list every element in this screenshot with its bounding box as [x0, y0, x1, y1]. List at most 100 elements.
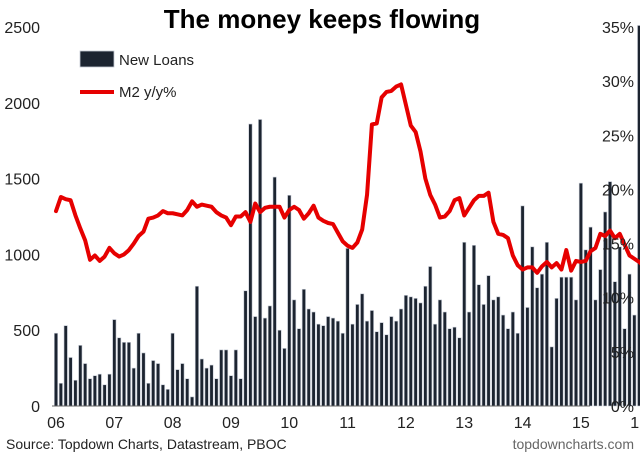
new-loans-bar	[501, 314, 506, 407]
new-loans-bar	[603, 211, 608, 407]
new-loans-bar	[321, 325, 326, 407]
x-axis-tick-label: 10	[280, 415, 298, 432]
new-loans-bar	[428, 266, 433, 407]
new-loans-bar	[88, 378, 93, 407]
new-loans-bar	[175, 369, 180, 407]
new-loans-bar	[384, 334, 389, 407]
x-axis-tick-label: 07	[105, 415, 123, 432]
new-loans-bar	[194, 285, 199, 407]
new-loans-bar	[209, 364, 214, 407]
new-loans-bar	[97, 373, 102, 407]
new-loans-bar	[170, 332, 175, 407]
new-loans-bar	[292, 299, 297, 407]
right-axis-tick-label: 20%	[602, 182, 634, 199]
x-axis-tick-label: 15	[572, 415, 590, 432]
new-loans-bar	[262, 317, 267, 407]
new-loans-bar	[122, 342, 127, 407]
new-loans-bar	[486, 275, 491, 407]
new-loans-bar	[78, 345, 83, 407]
left-axis-tick-label: 2500	[4, 20, 40, 37]
new-loans-bar	[481, 304, 486, 407]
new-loans-bar	[559, 276, 564, 407]
new-loans-bar	[277, 329, 282, 407]
new-loans-bar	[574, 299, 579, 407]
new-loans-bar	[248, 123, 253, 407]
new-loans-bar	[365, 320, 370, 407]
new-loans-bar	[433, 323, 438, 407]
new-loans-bar	[102, 384, 107, 407]
new-loans-bar	[632, 314, 637, 407]
left-axis: 0 500 1000 1500 2000 2500	[4, 20, 40, 416]
new-loans-bar	[92, 375, 97, 407]
new-loans-bar	[389, 316, 394, 407]
new-loans-bar	[399, 308, 404, 407]
new-loans-bar	[68, 357, 73, 407]
new-loans-bar	[554, 298, 559, 407]
new-loans-bar	[608, 181, 613, 407]
left-axis-tick-label: 1000	[4, 247, 40, 264]
new-loans-bar	[374, 331, 379, 407]
right-axis-tick-label: 0%	[611, 399, 634, 416]
x-axis-tick-label: 09	[222, 415, 240, 432]
new-loans-bar	[452, 326, 457, 407]
new-loans-bar	[83, 363, 88, 407]
new-loans-bar	[233, 349, 238, 407]
new-loans-bar	[593, 299, 598, 407]
new-loans-bar	[306, 308, 311, 407]
right-axis-tick-label: 10%	[602, 291, 634, 308]
new-loans-bar	[612, 281, 617, 407]
new-loans-bar	[272, 176, 277, 407]
new-loans-bar	[117, 337, 122, 407]
new-loans-bar	[379, 322, 384, 407]
new-loans-bar	[253, 316, 258, 407]
new-loans-bar	[335, 320, 340, 407]
source-note: Source: Topdown Charts, Datastream, PBOC	[6, 436, 287, 452]
new-loans-bar	[204, 367, 209, 407]
new-loans-bar	[467, 311, 472, 407]
x-axis-tick-label: 06	[47, 415, 65, 432]
new-loans-bar	[156, 363, 161, 407]
legend: New Loans M2 y/y%	[79, 50, 194, 101]
new-loans-bar	[535, 287, 540, 407]
x-axis-tick-label: 14	[514, 415, 532, 432]
new-loans-bar	[107, 373, 112, 407]
new-loans-bar	[331, 317, 336, 407]
new-loans-bar	[58, 382, 63, 407]
new-loans-bar	[637, 25, 640, 407]
new-loans-bar	[224, 349, 229, 407]
brand-watermark: topdowncharts.com	[513, 436, 634, 452]
right-axis-tick-label: 30%	[602, 74, 634, 91]
new-loans-bar	[316, 323, 321, 407]
new-loans-bar	[287, 194, 292, 407]
new-loans-bar	[53, 332, 58, 407]
new-loans-bar	[326, 316, 331, 407]
legend-label-m2: M2 y/y%	[119, 84, 177, 101]
left-axis-tick-label: 500	[13, 323, 40, 340]
new-loans-bar	[418, 302, 423, 407]
new-loans-bar	[544, 241, 549, 407]
new-loans-bar	[622, 328, 627, 407]
new-loans-bar	[190, 396, 195, 407]
new-loans-bar	[146, 382, 151, 407]
right-axis-tick-label: 25%	[602, 128, 634, 145]
new-loans-bar	[510, 311, 515, 407]
left-axis-tick-label: 2000	[4, 96, 40, 113]
new-loans-bars	[53, 25, 640, 407]
new-loans-bar	[165, 389, 170, 407]
new-loans-bar	[413, 298, 418, 407]
new-loans-bar	[598, 269, 603, 407]
new-loans-bar	[476, 284, 481, 407]
x-axis-tick-label: 11	[339, 415, 356, 432]
new-loans-bar	[408, 296, 413, 407]
new-loans-bar	[267, 305, 272, 407]
new-loans-bar	[199, 358, 204, 407]
new-loans-bar	[141, 352, 146, 407]
left-axis-tick-label: 0	[31, 399, 40, 416]
new-loans-bar	[160, 384, 165, 407]
new-loans-bar	[520, 205, 525, 407]
new-loans-bar	[238, 378, 243, 407]
new-loans-bar	[360, 293, 365, 407]
new-loans-bar	[394, 320, 399, 407]
x-axis-tick-label: 16	[630, 415, 640, 432]
